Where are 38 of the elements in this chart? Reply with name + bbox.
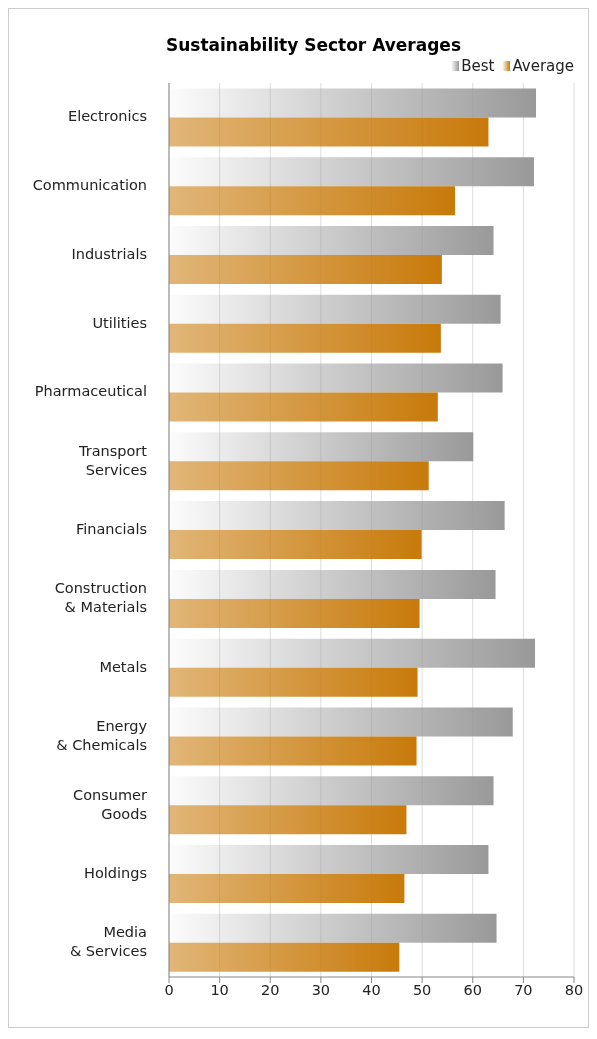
- x-tick-label: 60: [463, 982, 482, 999]
- x-tick-label: 20: [261, 982, 280, 999]
- x-tick-label: 50: [412, 982, 432, 999]
- bar: [169, 942, 400, 972]
- bar: [169, 598, 420, 628]
- bar: [169, 873, 405, 903]
- x-tick-label: 80: [564, 982, 584, 999]
- x-tick-label: 70: [514, 982, 533, 999]
- bar: [169, 323, 441, 353]
- x-tick-label: 30: [311, 982, 331, 999]
- y-tick-label: Utilities: [92, 314, 147, 331]
- y-tick-label: Energy & Chemicals: [56, 717, 148, 753]
- bar: [169, 805, 407, 835]
- x-tick-label: 10: [210, 982, 229, 999]
- legend-label: Average: [511, 56, 574, 77]
- chart-title: Sustainability Sector Averages: [164, 34, 462, 55]
- bar: [169, 667, 418, 697]
- x-tick-label: 40: [362, 982, 381, 999]
- y-tick-label: Media & Services: [69, 924, 147, 960]
- y-tick-label: Transport Services: [77, 442, 148, 478]
- bar: [169, 255, 442, 285]
- y-tick-label: Financials: [75, 521, 147, 537]
- y-tick-label: Holdings: [84, 864, 147, 881]
- y-tick-label: Consumer Goods: [73, 786, 148, 822]
- bar: [169, 736, 417, 766]
- y-tick-label: Industrials: [71, 245, 147, 262]
- bar: [169, 186, 456, 216]
- legend-label: Best: [460, 56, 495, 77]
- y-tick-label: Communication: [32, 177, 147, 194]
- bar: [169, 392, 438, 422]
- y-tick-label: Electronics: [67, 108, 147, 125]
- y-tick-label: Metals: [99, 658, 147, 675]
- y-tick-label: Pharmaceutical: [34, 383, 147, 400]
- bar: [169, 117, 489, 147]
- bar: [169, 461, 429, 491]
- bar: [169, 530, 422, 560]
- x-tick-label: 0: [164, 982, 174, 999]
- y-tick-label: Construction & Materials: [54, 580, 147, 616]
